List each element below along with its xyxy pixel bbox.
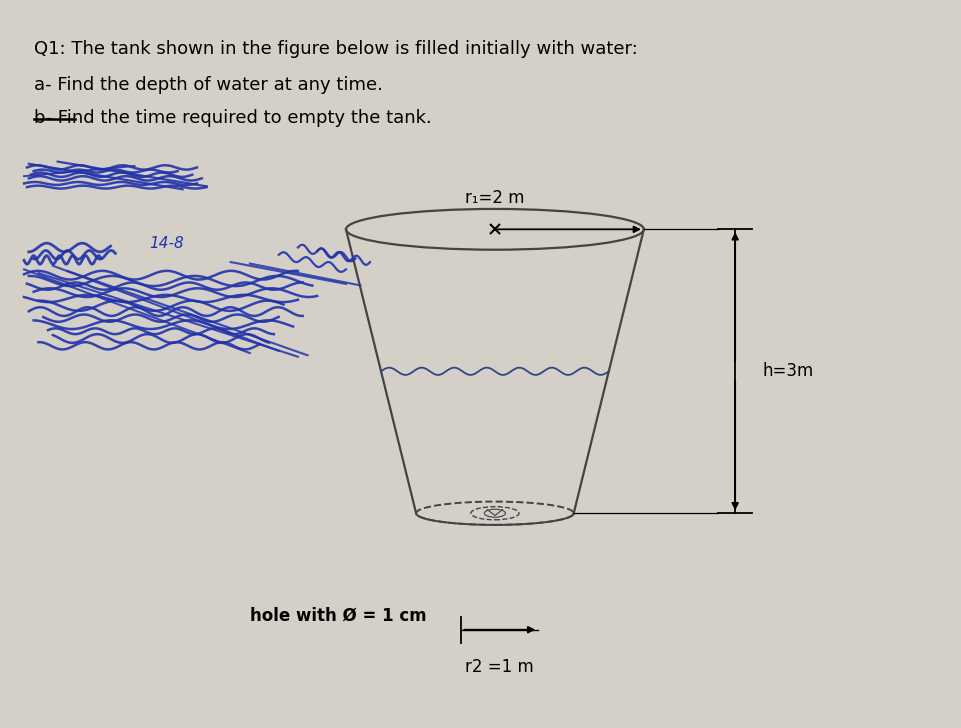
Text: r2 =1 m: r2 =1 m bbox=[465, 658, 534, 676]
Text: r₁=2 m: r₁=2 m bbox=[465, 189, 525, 207]
Text: Q1: The tank shown in the figure below is filled initially with water:: Q1: The tank shown in the figure below i… bbox=[34, 40, 637, 58]
Text: h=3m: h=3m bbox=[762, 363, 813, 380]
Text: a- Find the depth of water at any time.: a- Find the depth of water at any time. bbox=[34, 76, 382, 95]
Ellipse shape bbox=[484, 510, 505, 517]
Text: 14-8: 14-8 bbox=[149, 237, 184, 251]
Text: hole with Ø = 1 cm: hole with Ø = 1 cm bbox=[250, 606, 427, 624]
Text: b- Find the time required to empty the tank.: b- Find the time required to empty the t… bbox=[34, 109, 431, 127]
